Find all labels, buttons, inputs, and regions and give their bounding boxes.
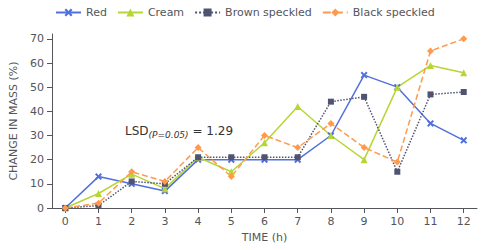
svg-text:0: 0 (37, 202, 44, 215)
svg-text:CHANGE IN MASS (%): CHANGE IN MASS (%) (7, 61, 20, 180)
svg-text:9: 9 (361, 215, 368, 228)
svg-text:40: 40 (30, 105, 44, 118)
svg-text:7: 7 (294, 215, 301, 228)
svg-text:8: 8 (327, 215, 334, 228)
svg-text:Brown speckled: Brown speckled (225, 6, 312, 19)
svg-text:10: 10 (390, 215, 404, 228)
svg-text:(P=0.05): (P=0.05) (149, 130, 189, 140)
svg-text:Cream: Cream (148, 6, 184, 19)
svg-text:70: 70 (30, 32, 44, 45)
svg-text:3: 3 (161, 215, 168, 228)
svg-text:TIME (h): TIME (h) (241, 231, 287, 244)
svg-text:LSD: LSD (125, 124, 149, 138)
svg-text:2: 2 (128, 215, 135, 228)
svg-text:12: 12 (457, 215, 471, 228)
svg-text:4: 4 (195, 215, 202, 228)
svg-text:Black speckled: Black speckled (353, 6, 435, 19)
svg-text:0: 0 (62, 215, 69, 228)
svg-text:60: 60 (30, 57, 44, 70)
svg-text:5: 5 (228, 215, 235, 228)
svg-text:11: 11 (424, 215, 438, 228)
svg-text:Red: Red (86, 6, 107, 19)
svg-text:50: 50 (30, 81, 44, 94)
svg-text:20: 20 (30, 153, 44, 166)
svg-text:6: 6 (261, 215, 268, 228)
svg-text:10: 10 (30, 177, 44, 190)
svg-text:= 1.29: = 1.29 (192, 124, 233, 138)
svg-text:1: 1 (95, 215, 102, 228)
svg-text:30: 30 (30, 129, 44, 142)
